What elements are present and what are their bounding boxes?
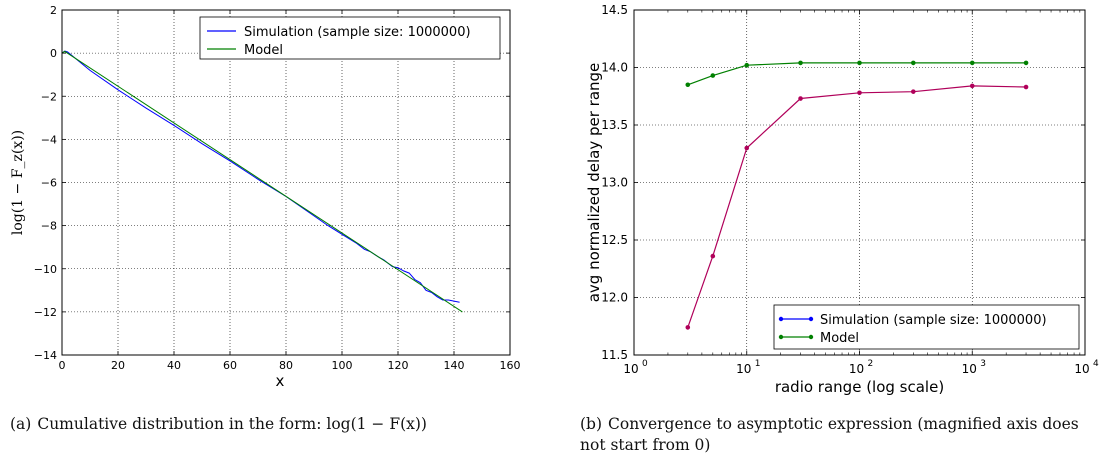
legend-label-simulation: Simulation (sample size: 1000000) [820, 313, 1047, 328]
x-tick-exponent: 0 [642, 359, 648, 369]
caption-a: (a) Cumulative distribution in the form: … [10, 414, 570, 435]
x-tick-exponent: 3 [980, 359, 986, 369]
x-tick-label: 0 [59, 359, 66, 372]
y-tick-label: −12 [34, 306, 57, 319]
figure-canvas: 0 20 40 60 80 100 120 140 16020−2−4−6−8−10−12−14… [10, 3, 1099, 396]
x-tick-label: 10 [962, 362, 977, 376]
legend-label-model: Model [820, 331, 859, 346]
y-tick-label: 2 [50, 4, 57, 17]
caption-b: (b) Convergence to asymptotic expression … [580, 414, 1095, 456]
y-tick-label: 13.0 [601, 176, 628, 190]
data-point-simulation [685, 325, 691, 330]
legend: Simulation (sample size: 1000000) Model [773, 304, 1080, 350]
y-tick-label: 11.5 [601, 348, 628, 362]
data-point-model [857, 60, 862, 66]
y-tick-label: 12.5 [601, 233, 628, 247]
data-point-simulation [910, 89, 916, 94]
y-tick-label: 14.0 [601, 61, 628, 75]
y-tick-label: 0 [50, 47, 57, 60]
series-line-simulation [687, 85, 1027, 328]
x-axis-label: x [276, 372, 285, 390]
caption-b-prefix: (b) [580, 415, 603, 433]
legend-marker-simulation [778, 316, 784, 322]
chart-b-convergence: 10 0 10 1 10 2 10 3 10 414.514.013.513.012.512.01… [585, 3, 1099, 396]
caption-b-text: Convergence to asymptotic expression (ma… [580, 415, 1079, 454]
legend: Simulation (sample size: 1000000) Model [199, 16, 501, 60]
data-point-model [685, 82, 691, 88]
data-point-model [798, 60, 803, 66]
series-line-model [687, 62, 1026, 86]
y-tick-label: −4 [41, 133, 57, 146]
x-tick-label: 10 [736, 362, 751, 376]
legend-marker-model [808, 334, 814, 340]
y-axis-label: log(1 − F_z(x)) [10, 130, 26, 235]
y-tick-label: 13.5 [601, 118, 628, 132]
legend-label-simulation: Simulation (sample size: 1000000) [244, 25, 471, 40]
legend-marker-simulation [808, 316, 814, 322]
data-point-simulation [1023, 84, 1029, 90]
legend-marker-model [778, 334, 784, 340]
y-tick-label: −14 [34, 349, 57, 362]
series-line-model [61, 50, 463, 313]
chart-a-cdf: 0 20 40 60 80 100 120 140 16020−2−4−6−8−10−12−14… [10, 4, 521, 390]
y-tick-label: −10 [34, 263, 57, 276]
legend-box [773, 304, 1080, 350]
y-tick-label: −2 [41, 90, 57, 103]
y-tick-label: 14.5 [601, 3, 628, 17]
x-tick-label: 10 [1074, 362, 1089, 376]
data-point-simulation [969, 83, 975, 89]
x-tick-exponent: 1 [755, 359, 761, 369]
x-tick-label: 10 [849, 362, 864, 376]
data-point-simulation [798, 96, 803, 101]
data-point-simulation [744, 145, 750, 151]
data-point-model [910, 60, 916, 66]
caption-a-text: Cumulative distribution in the form: log… [37, 415, 427, 433]
x-tick-exponent: 2 [868, 359, 874, 369]
x-tick-label: 10 [623, 362, 638, 376]
legend-label-model: Model [244, 43, 283, 58]
caption-a-prefix: (a) [10, 415, 32, 433]
x-tick-label: 160 [500, 359, 521, 372]
data-point-simulation [857, 90, 862, 96]
x-tick-label: 60 [223, 359, 237, 372]
x-tick-label: 120 [388, 359, 409, 372]
data-point-model [744, 62, 750, 68]
y-tick-label: −6 [41, 177, 57, 190]
x-tick-label: 80 [279, 359, 293, 372]
x-tick-exponent: 4 [1093, 359, 1099, 369]
y-tick-label: 12.0 [601, 291, 628, 305]
series-line-simulation [61, 50, 460, 303]
data-point-model [710, 73, 716, 78]
data-point-simulation [710, 253, 716, 259]
legend-box [199, 16, 501, 60]
x-tick-label: 140 [444, 359, 465, 372]
x-tick-label: 40 [167, 359, 181, 372]
x-axis-label: radio range (log scale) [775, 378, 944, 396]
y-axis-label: avg normalized delay per range [585, 63, 603, 303]
x-tick-label: 100 [332, 359, 353, 372]
data-point-model [969, 60, 975, 66]
x-tick-label: 20 [111, 359, 125, 372]
y-tick-label: −8 [41, 220, 57, 233]
data-point-model [1023, 60, 1029, 66]
